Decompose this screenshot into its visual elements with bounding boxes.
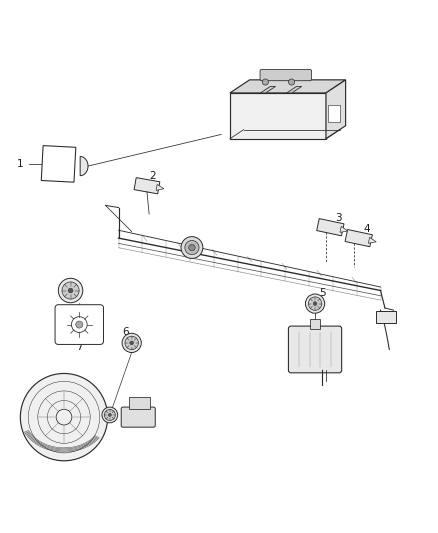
Polygon shape [230,93,326,139]
Bar [376,311,396,323]
Circle shape [181,237,203,259]
Text: 2: 2 [149,171,155,181]
Polygon shape [80,157,88,176]
Circle shape [76,321,83,328]
Text: 6: 6 [122,327,128,337]
FancyBboxPatch shape [55,305,103,344]
Polygon shape [156,184,164,190]
Circle shape [62,282,79,299]
Text: 7: 7 [76,342,83,352]
Circle shape [68,288,73,293]
Text: 4: 4 [363,224,370,235]
Circle shape [20,374,108,461]
Circle shape [185,240,199,255]
Polygon shape [287,86,302,93]
Circle shape [313,302,317,305]
Bar [328,105,340,123]
Polygon shape [317,219,344,236]
Polygon shape [230,80,346,93]
Circle shape [102,407,118,423]
Circle shape [122,333,141,352]
FancyBboxPatch shape [260,69,311,80]
Bar [129,397,150,409]
FancyBboxPatch shape [288,326,342,373]
Circle shape [108,414,111,416]
Circle shape [71,317,87,333]
Circle shape [262,79,268,85]
Circle shape [104,409,115,421]
Bar [310,319,320,329]
Text: 5: 5 [320,288,326,298]
Polygon shape [345,230,372,247]
Polygon shape [340,227,348,232]
Circle shape [305,294,325,313]
Circle shape [130,341,134,345]
Circle shape [125,336,138,350]
FancyBboxPatch shape [121,407,155,427]
Circle shape [189,244,195,251]
Polygon shape [134,177,160,194]
Circle shape [289,79,295,85]
Circle shape [58,278,83,303]
Polygon shape [41,146,76,182]
Text: 3: 3 [335,214,342,223]
Polygon shape [261,86,276,93]
Text: 1: 1 [17,159,24,169]
Polygon shape [326,80,346,139]
Polygon shape [368,237,376,243]
Circle shape [308,297,322,310]
